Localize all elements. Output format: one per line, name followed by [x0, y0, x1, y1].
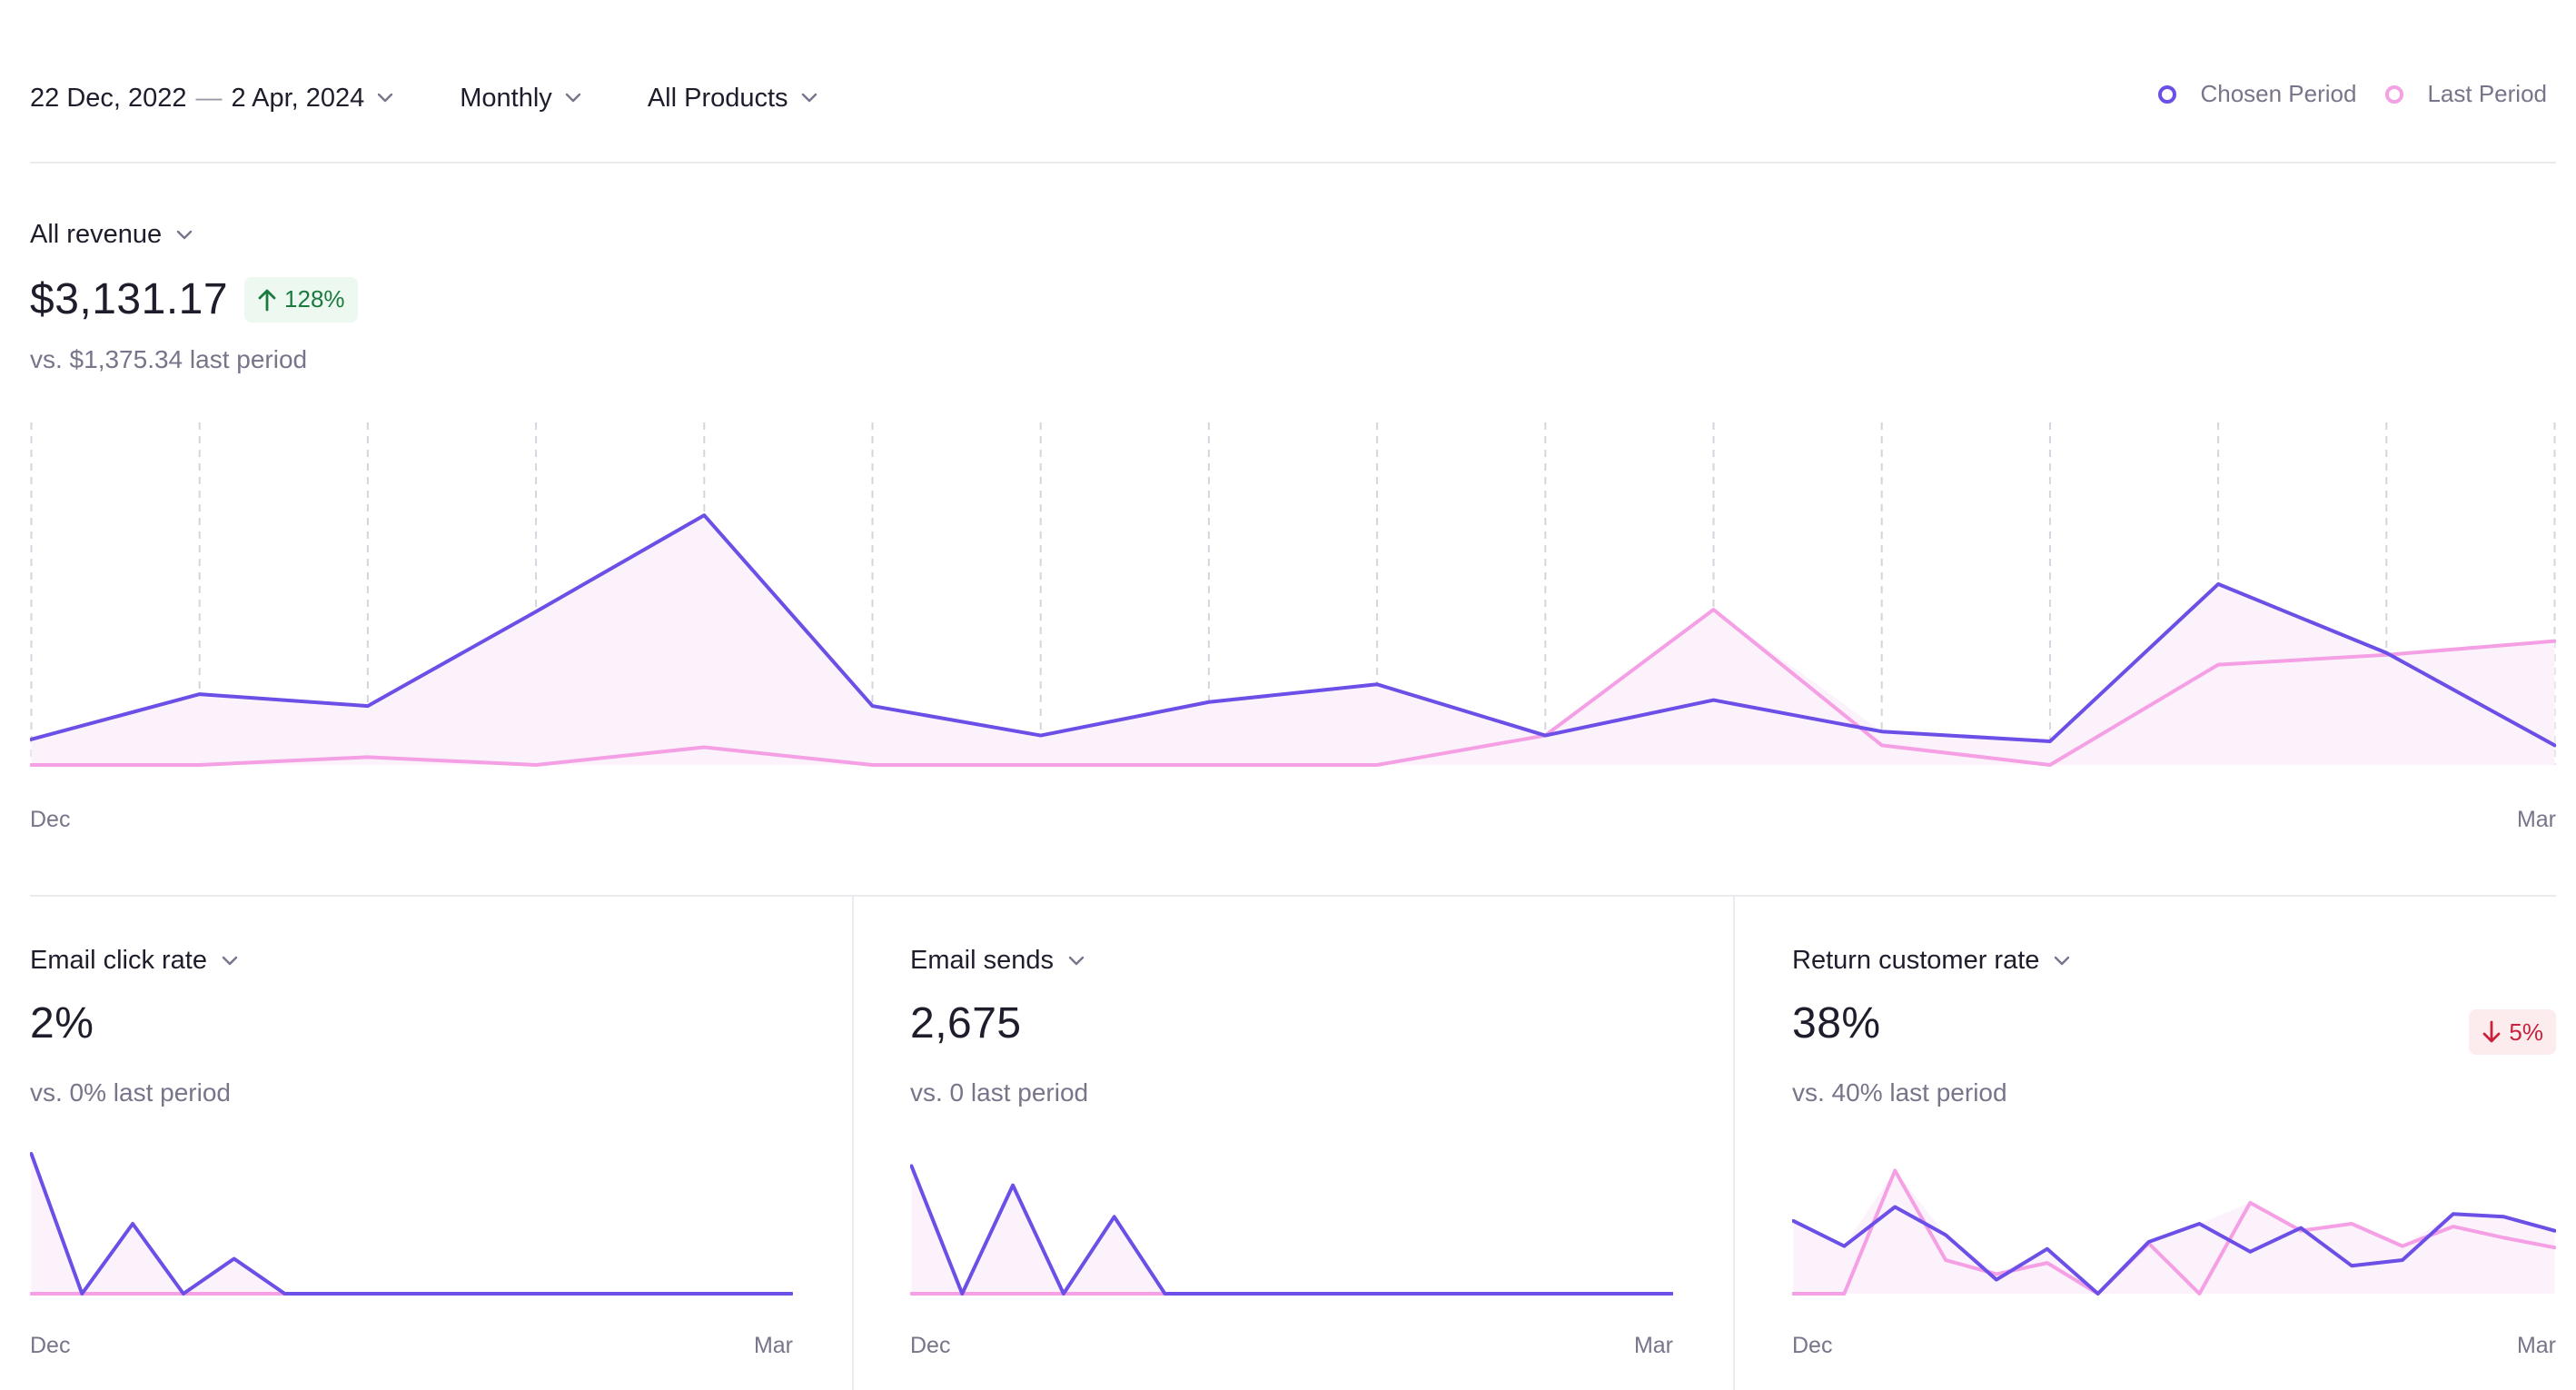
panel-comparison: vs. 0% last period	[30, 1078, 231, 1107]
products-filter[interactable]: All Products	[648, 84, 817, 114]
panel-value: 2,675	[910, 999, 1022, 1047]
arrow-up-icon	[258, 289, 276, 311]
revenue-x-start-label: Dec	[30, 807, 71, 832]
panel-comparison: vs. 0 last period	[910, 1078, 1089, 1107]
revenue-title: All revenue	[30, 220, 163, 249]
legend-chosen-marker	[2158, 84, 2177, 104]
chosen-period-line	[1792, 1205, 2556, 1296]
interval-filter[interactable]: Monthly	[460, 84, 581, 114]
chevron-down-icon	[565, 93, 581, 103]
panel-divider	[1733, 897, 1735, 1390]
chevron-down-icon	[1068, 956, 1085, 965]
revenue-change-value: 128%	[284, 285, 345, 313]
revenue-x-end-label: Mar	[2516, 807, 2556, 832]
chosen-period-line	[30, 1152, 793, 1296]
revenue-value-row: $3,131.17 128%	[30, 274, 358, 324]
panel-x-start-label: Dec	[910, 1333, 951, 1358]
panel-title: Return customer rate	[1792, 946, 2040, 975]
date-start: 22 Dec, 2022	[30, 83, 187, 113]
chevron-down-icon	[176, 230, 193, 239]
panel-title: Email sends	[910, 946, 1054, 975]
legend-last-marker	[2385, 84, 2404, 104]
return-rate-change-badge: 5%	[2469, 1009, 2556, 1055]
legend-chosen-period[interactable]: Chosen Period	[2158, 80, 2356, 108]
chart-area-fill	[31, 1154, 792, 1294]
panel-comparison: vs. 40% last period	[1792, 1078, 2007, 1107]
chosen-period-line	[30, 513, 2556, 748]
filter-bar: 22 Dec, 2022 — 2 Apr, 2024 Monthly All P…	[30, 80, 884, 116]
panel-value: 2%	[30, 999, 94, 1047]
chevron-down-icon	[378, 93, 393, 103]
chevron-down-icon	[801, 93, 817, 103]
date-range-filter[interactable]: 22 Dec, 2022 — 2 Apr, 2024	[30, 84, 393, 114]
return-rate-change-value: 5%	[2509, 1018, 2543, 1046]
email-click-rate-chart	[30, 1152, 793, 1296]
section-divider	[30, 895, 2556, 897]
panel-x-end-label: Mar	[753, 1333, 793, 1358]
panel-x-end-label: Mar	[2516, 1333, 2556, 1358]
chart-area-fill	[31, 515, 2555, 765]
email-click-rate-selector[interactable]: Email click rate	[30, 946, 238, 976]
chevron-down-icon	[2055, 956, 2070, 965]
legend-chosen-label: Chosen Period	[2200, 80, 2357, 107]
legend-last-label: Last Period	[2427, 80, 2547, 107]
chevron-down-icon	[222, 956, 238, 965]
last-period-line	[30, 608, 2556, 767]
panel-x-start-label: Dec	[30, 1333, 71, 1358]
chart-legend: Chosen Period Last Period	[2129, 80, 2547, 108]
chosen-period-line	[910, 1164, 1673, 1296]
revenue-value: $3,131.17	[30, 275, 229, 323]
email-sends-chart	[910, 1164, 1673, 1296]
return-customer-rate-chart	[1792, 1168, 2556, 1296]
filter-divider	[30, 162, 2556, 164]
panel-title: Email click rate	[30, 946, 207, 975]
revenue-change-badge: 128%	[244, 276, 358, 323]
date-end: 2 Apr, 2024	[231, 83, 365, 113]
email-sends-selector[interactable]: Email sends	[910, 946, 1085, 976]
panel-divider	[852, 897, 854, 1390]
arrow-down-icon	[2483, 1020, 2501, 1043]
revenue-metric-selector[interactable]: All revenue	[30, 220, 193, 250]
revenue-line-chart	[30, 422, 2556, 767]
panel-x-start-label: Dec	[1792, 1333, 1833, 1358]
legend-last-period[interactable]: Last Period	[2385, 80, 2547, 108]
interval-label: Monthly	[460, 83, 552, 113]
chart-area-fill	[911, 1166, 1672, 1294]
return-customer-rate-selector[interactable]: Return customer rate	[1792, 946, 2070, 976]
revenue-comparison: vs. $1,375.34 last period	[30, 345, 308, 373]
products-label: All Products	[647, 83, 788, 113]
date-separator: —	[195, 83, 223, 113]
panel-value: 38%	[1792, 999, 1881, 1047]
panel-x-end-label: Mar	[1633, 1333, 1673, 1358]
